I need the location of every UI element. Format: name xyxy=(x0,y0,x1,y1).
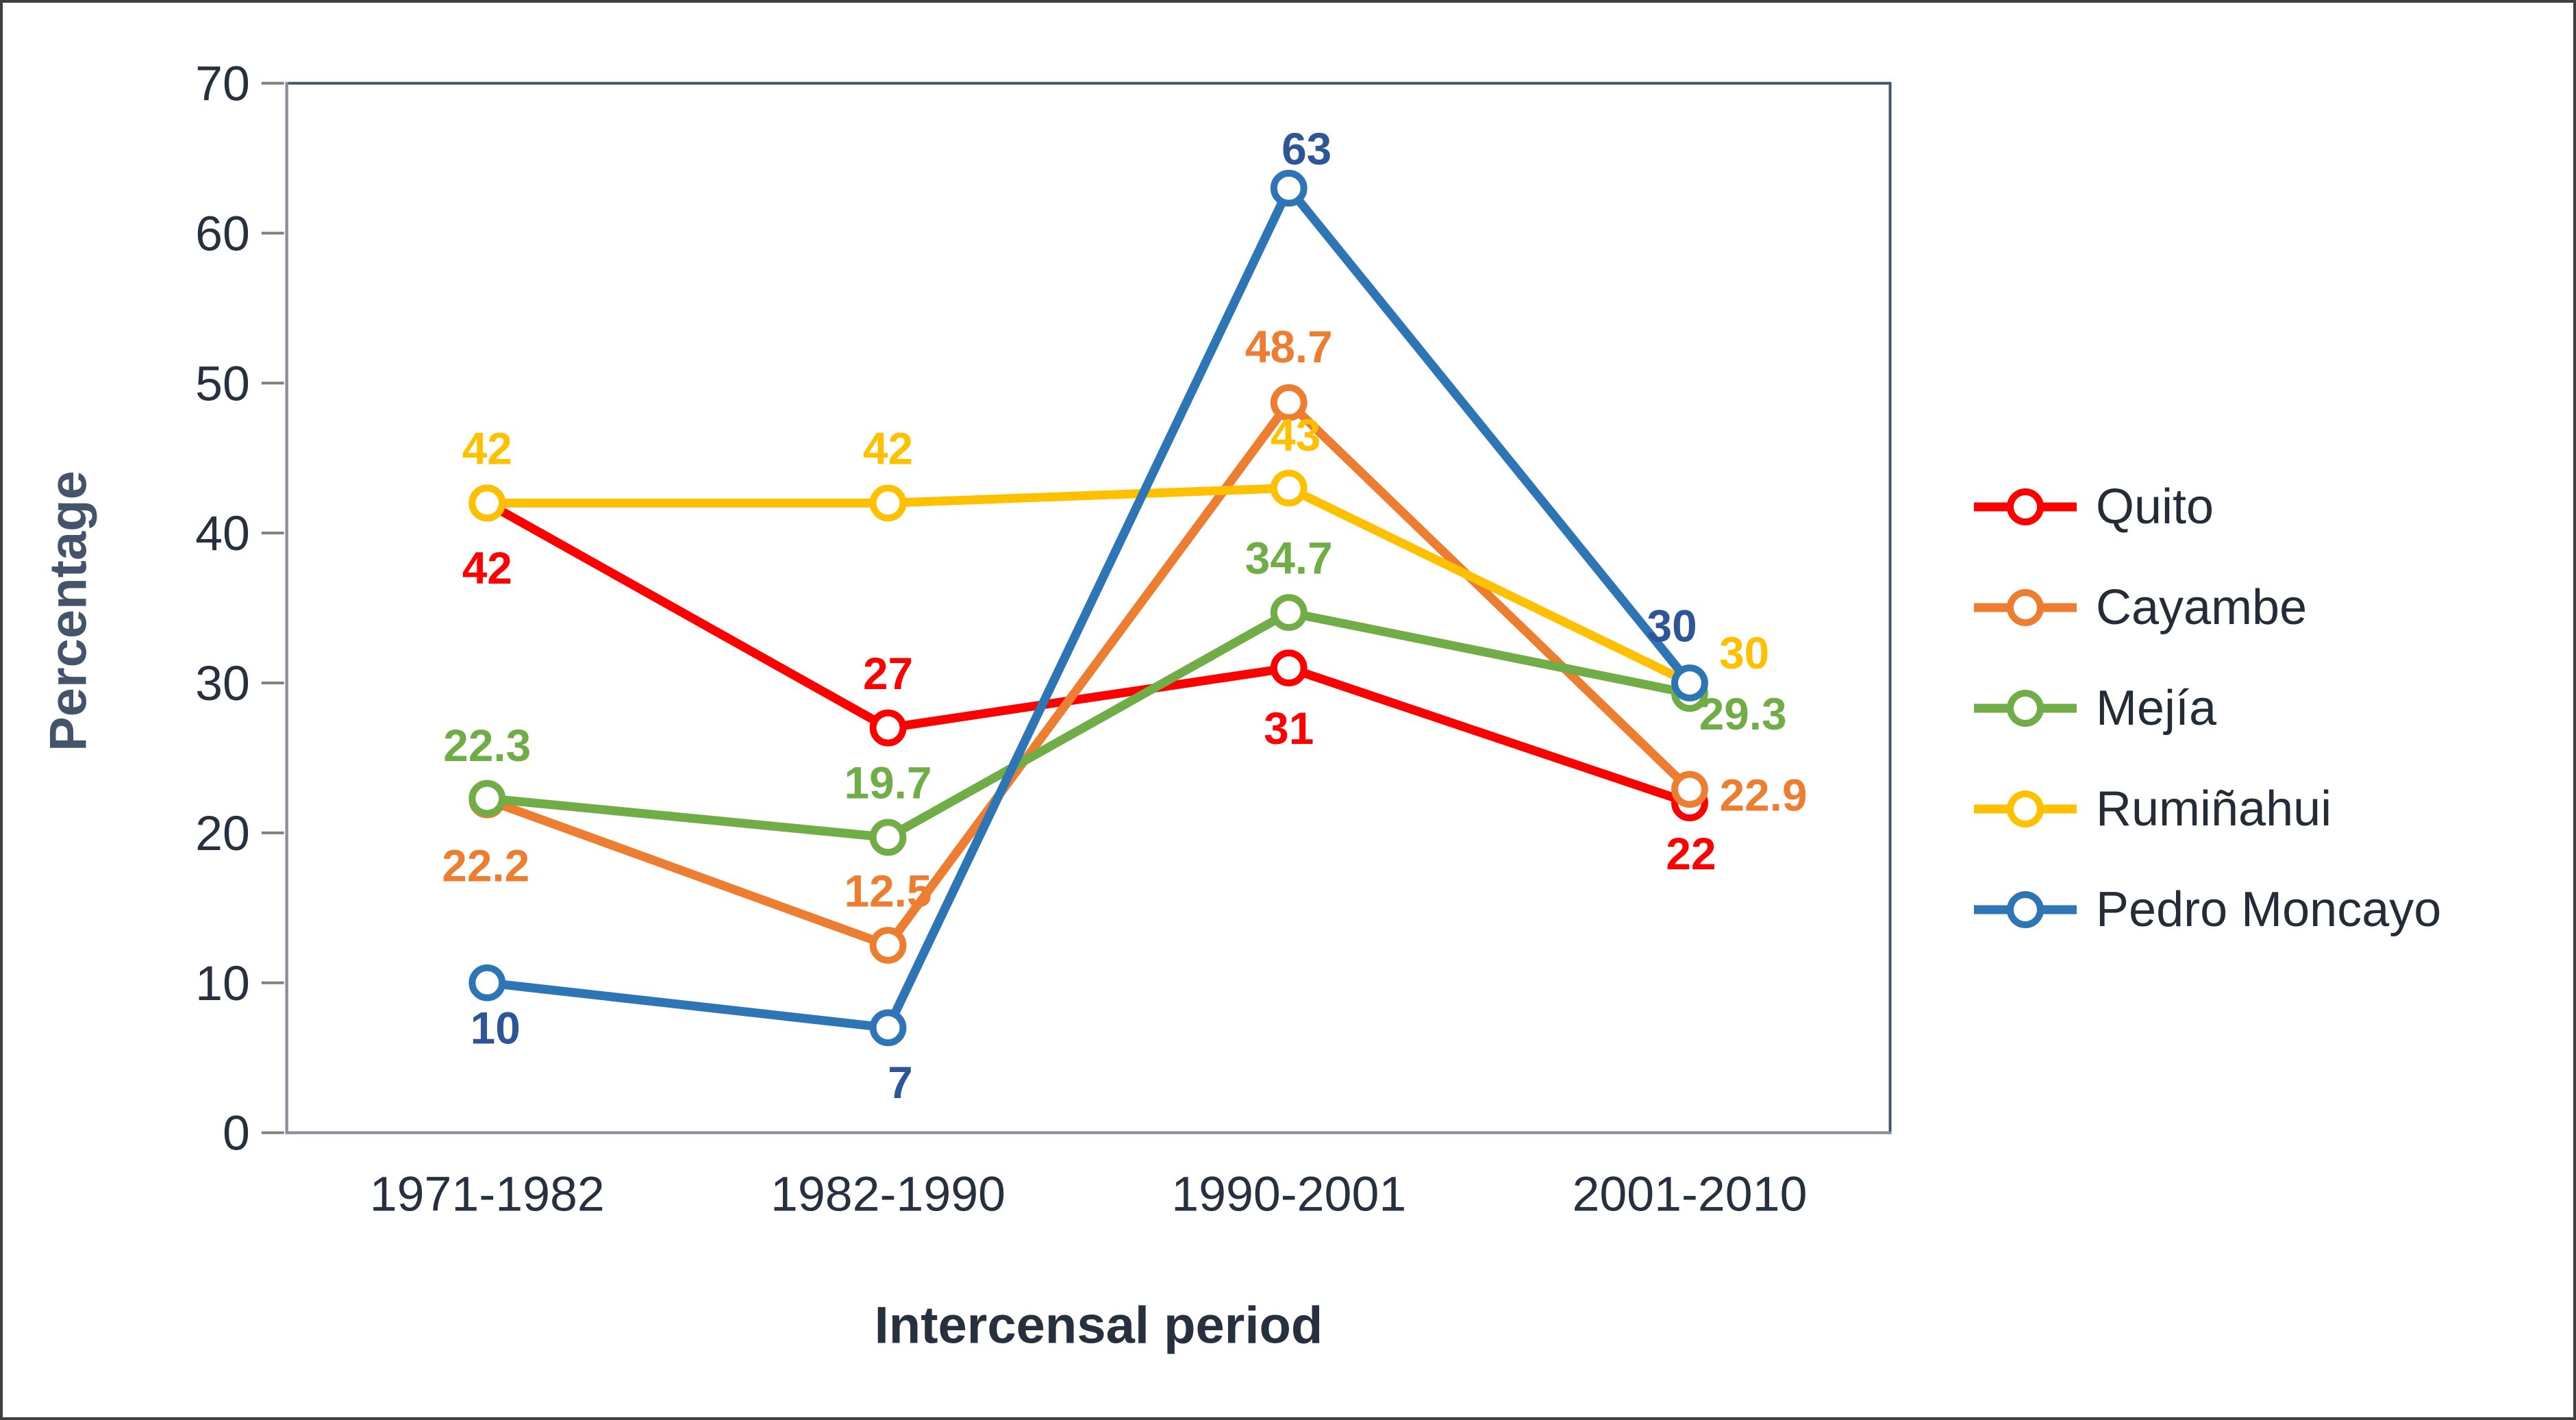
data-label-quito-1982-1990: 27 xyxy=(863,648,913,699)
y-tick-label-10: 10 xyxy=(195,956,250,1011)
data-label-cayambe-1990-2001: 48.7 xyxy=(1245,321,1333,372)
data-label-quito-1971-1982: 42 xyxy=(462,543,512,593)
marker-cayambe-1990-2001 xyxy=(1270,384,1308,421)
marker-ruminahui-1990-2001 xyxy=(1270,469,1308,507)
y-tick-label-30: 30 xyxy=(195,656,250,711)
data-label-pedro-moncayo-2001-2010: 30 xyxy=(1647,600,1697,651)
data-label-cayambe-1982-1990: 12.5 xyxy=(845,865,932,916)
data-label-ruminahui-1990-2001: 43 xyxy=(1271,410,1321,460)
data-label-pedro-moncayo-1990-2001: 63 xyxy=(1281,123,1331,174)
marker-pedro-moncayo-1990-2001 xyxy=(1270,169,1308,207)
data-label-mejia-1982-1990: 19.7 xyxy=(845,758,932,808)
y-axis-title: Percentage xyxy=(39,471,98,751)
series-line-mejia xyxy=(482,608,1695,842)
y-tick-label-20: 20 xyxy=(195,806,250,861)
marker-ruminahui-1982-1990 xyxy=(869,484,907,522)
marker-cayambe-2001-2010 xyxy=(1671,771,1708,808)
series-line-pedro-moncayo xyxy=(482,184,1695,1032)
data-label-ruminahui-1971-1982: 42 xyxy=(462,423,512,474)
y-tick-label-40: 40 xyxy=(195,506,250,561)
x-tick-label-1990-2001: 1990-2001 xyxy=(1171,1167,1406,1221)
marker-mejia-1982-1990 xyxy=(869,819,907,856)
series-line-cayambe xyxy=(482,398,1695,950)
y-tick-label-50: 50 xyxy=(195,356,250,411)
x-tick-label-1971-1982: 1971-1982 xyxy=(370,1167,605,1221)
data-label-ruminahui-1982-1990: 42 xyxy=(863,423,913,474)
line-chart-canvas: 0 10 20 30 40 50 60 70 1971-1982 1982-1990 1990-20… xyxy=(195,57,1892,1221)
data-label-pedro-moncayo-1971-1982: 10 xyxy=(471,1002,521,1053)
data-label-quito-1990-2001: 31 xyxy=(1264,703,1314,753)
y-tick-label-0: 0 xyxy=(223,1106,250,1161)
marker-pedro-moncayo-1971-1982 xyxy=(468,964,506,1001)
x-tick-label-1982-1990: 1982-1990 xyxy=(771,1167,1005,1221)
series-line-quito xyxy=(482,498,1695,808)
y-tick-label-60: 60 xyxy=(195,207,250,262)
marker-quito-1990-2001 xyxy=(1270,649,1308,687)
y-tick-label-70: 70 xyxy=(195,57,250,112)
data-label-cayambe-2001-2010: 22.9 xyxy=(1720,769,1808,820)
marker-mejia-1971-1982 xyxy=(468,780,506,817)
marker-quito-1982-1990 xyxy=(869,709,907,747)
marker-ruminahui-1971-1982 xyxy=(468,484,506,522)
data-label-quito-2001-2010: 22 xyxy=(1666,828,1716,879)
marker-pedro-moncayo-1982-1990 xyxy=(869,1009,907,1047)
marker-pedro-moncayo-2001-2010 xyxy=(1671,664,1708,701)
series-line-ruminahui xyxy=(482,484,1695,688)
data-label-pedro-moncayo-1982-1990: 7 xyxy=(888,1057,913,1108)
marker-cayambe-1982-1990 xyxy=(869,927,907,964)
data-label-mejia-1971-1982: 22.3 xyxy=(443,720,531,771)
data-label-ruminahui-2001-2010: 30 xyxy=(1719,627,1769,678)
x-tick-label-2001-2010: 2001-2010 xyxy=(1572,1167,1807,1221)
data-label-cayambe-1971-1982: 22.2 xyxy=(442,840,529,890)
data-label-mejia-2001-2010: 29.3 xyxy=(1699,688,1787,739)
data-label-mejia-1990-2001: 34.7 xyxy=(1245,532,1333,583)
x-axis-title: Intercensal period xyxy=(874,1296,1323,1355)
marker-mejia-1990-2001 xyxy=(1270,594,1308,632)
